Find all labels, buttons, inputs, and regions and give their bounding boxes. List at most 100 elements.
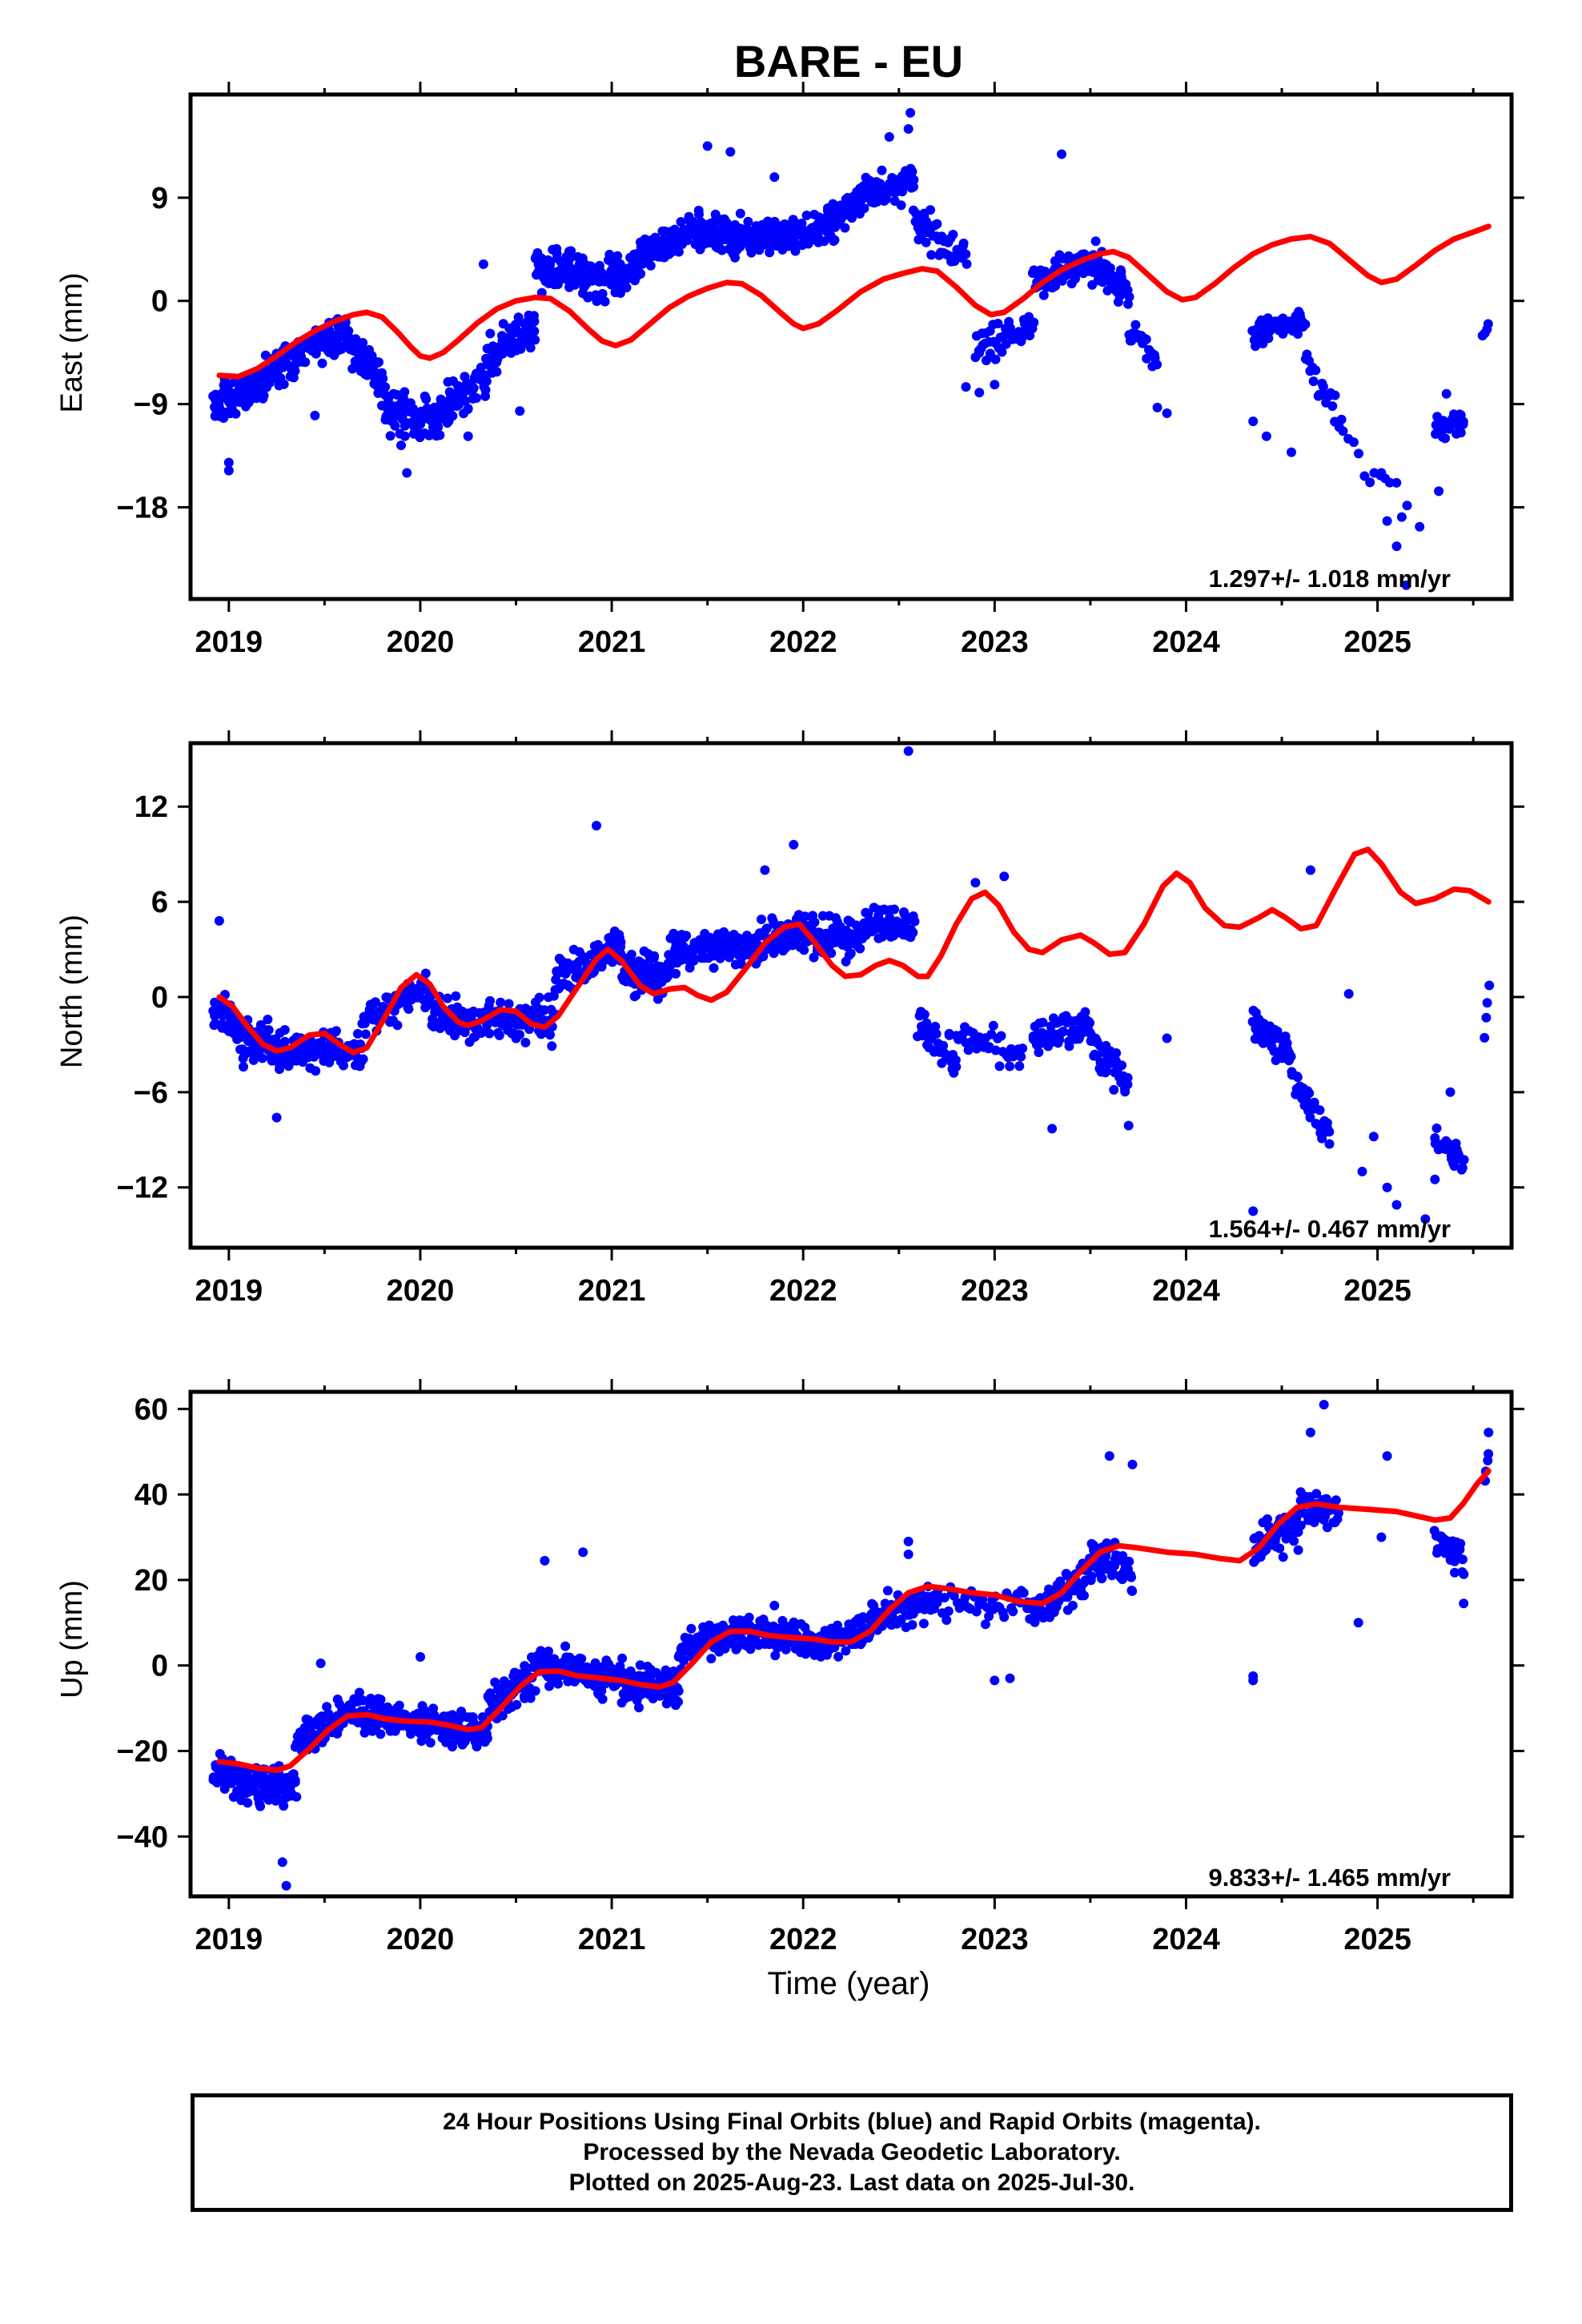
- up-data-point: [553, 1679, 563, 1689]
- chart-title: BARE - EU: [734, 36, 963, 86]
- north-data-point: [736, 959, 746, 969]
- east-data-point: [472, 393, 481, 403]
- north-data-point: [1286, 1051, 1296, 1062]
- north-outlier-point: [999, 871, 1010, 882]
- north-y-tick-label: 12: [135, 790, 168, 824]
- east-x-tick-label: 2021: [578, 625, 646, 659]
- north-data-point: [921, 1018, 932, 1028]
- up-data-point: [468, 1717, 479, 1727]
- up-data-point: [279, 1801, 289, 1811]
- up-data-point: [425, 1738, 436, 1748]
- north-data-point: [1449, 1161, 1460, 1171]
- north-outlier-point: [903, 746, 913, 756]
- east-data-point: [1365, 477, 1375, 488]
- east-y-tick-label: 9: [151, 182, 168, 215]
- east-data-point: [1354, 448, 1363, 459]
- north-outlier-point: [1391, 1200, 1402, 1210]
- up-data-point: [1275, 1543, 1285, 1554]
- north-data-point: [626, 949, 636, 959]
- east-data-point: [545, 259, 556, 270]
- east-data-point: [1005, 323, 1015, 333]
- east-data-point: [1038, 290, 1049, 300]
- up-data-point: [544, 1647, 553, 1656]
- east-outlier-point: [1248, 416, 1259, 427]
- east-data-point: [676, 217, 686, 227]
- up-data-point: [1079, 1590, 1089, 1601]
- up-x-tick-label: 2021: [578, 1923, 646, 1956]
- north-data-point: [1111, 1048, 1122, 1058]
- north-data-point: [331, 1026, 341, 1036]
- up-y-tick-label: 20: [135, 1564, 168, 1598]
- up-data-point: [686, 1623, 697, 1634]
- north-outlier-point: [1123, 1120, 1134, 1131]
- up-outlier-point: [1319, 1400, 1329, 1409]
- east-data-point: [1001, 339, 1011, 349]
- up-y-tick-label: −20: [117, 1735, 168, 1768]
- north-data-point: [443, 993, 452, 1003]
- up-panel: Up (mm) 2019 2020 2021 2022 2023 2024 2025 −40 −…: [55, 1379, 1524, 2001]
- up-outlier-point: [1005, 1673, 1015, 1683]
- east-data-point: [600, 296, 610, 307]
- north-data-point: [1482, 998, 1492, 1008]
- north-data-point: [504, 999, 514, 1009]
- east-x-tick-label: 2023: [961, 625, 1029, 659]
- east-data-point: [1115, 265, 1126, 275]
- north-data-point: [420, 968, 431, 979]
- north-panel: North (mm) 2019 2020 2021 2022 2023 2024 2025 −…: [55, 730, 1524, 1308]
- east-data-point: [468, 383, 479, 393]
- north-data-point: [1480, 1032, 1490, 1043]
- east-data-point: [1327, 401, 1338, 412]
- east-data-point: [877, 165, 887, 175]
- north-x-tick-label: 2021: [578, 1274, 646, 1308]
- up-data-point: [497, 1711, 508, 1721]
- east-data-point: [433, 422, 444, 432]
- up-outlier-point: [1353, 1618, 1363, 1628]
- east-data-point: [1458, 419, 1468, 429]
- east-data-point: [1090, 236, 1101, 247]
- north-data-point: [685, 963, 695, 973]
- north-data-point: [1322, 1118, 1332, 1128]
- north-data-point: [608, 957, 617, 967]
- up-data-point: [673, 1686, 684, 1696]
- up-data-point: [1459, 1569, 1469, 1579]
- up-data-point: [907, 1620, 917, 1630]
- east-x-tick-label: 2020: [387, 625, 455, 659]
- up-data-point: [520, 1661, 530, 1671]
- north-data-point: [1315, 1105, 1325, 1116]
- north-data-point: [1038, 1017, 1048, 1027]
- east-data-point: [369, 367, 379, 377]
- east-data-point: [492, 367, 502, 377]
- up-model-curve: [216, 1468, 1492, 1773]
- north-data-point: [1292, 1072, 1303, 1083]
- east-data-point: [1384, 477, 1395, 488]
- east-data-point: [926, 205, 935, 215]
- east-data-point: [460, 372, 470, 382]
- up-data-point: [943, 1606, 954, 1616]
- north-data-point: [1304, 1088, 1315, 1099]
- east-data-point: [552, 243, 562, 254]
- east-data-point: [829, 235, 840, 245]
- north-data-point: [547, 1041, 557, 1051]
- up-x-tick-label: 2023: [961, 1923, 1029, 1956]
- east-data-point: [358, 338, 368, 348]
- north-data-point: [1064, 1041, 1074, 1051]
- up-data-point: [978, 1594, 988, 1605]
- east-data-point: [1124, 292, 1134, 302]
- up-data-point: [1484, 1449, 1494, 1459]
- east-data-point: [958, 238, 969, 248]
- east-data-point: [1359, 471, 1370, 481]
- up-y-tick-label: 0: [151, 1650, 168, 1683]
- east-y-tick-label: −9: [134, 388, 168, 422]
- up-data-point: [255, 1801, 266, 1811]
- north-data-point: [279, 1025, 290, 1035]
- east-data-point: [990, 354, 1001, 364]
- up-data-point: [482, 1733, 492, 1743]
- up-data-point: [1278, 1552, 1288, 1562]
- up-data-point: [1450, 1567, 1460, 1578]
- up-outlier-point: [1376, 1532, 1387, 1542]
- up-data-point: [617, 1653, 628, 1663]
- north-data-point: [1085, 1018, 1095, 1028]
- up-outlier-point: [903, 1536, 913, 1546]
- east-outlier-point: [400, 431, 410, 441]
- north-data-point: [520, 1037, 531, 1047]
